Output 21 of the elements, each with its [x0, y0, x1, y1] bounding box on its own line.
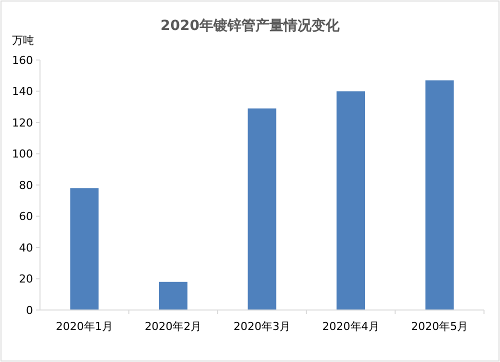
y-tick-label: 120 [12, 116, 33, 130]
bar [70, 188, 99, 310]
bar [248, 108, 276, 310]
x-tick-label: 2020年1月 [56, 320, 113, 333]
x-tick-label: 2020年4月 [322, 320, 380, 333]
y-tick-label: 60 [19, 210, 33, 224]
y-tick-label: 0 [26, 304, 33, 317]
y-tick-label: 80 [19, 178, 33, 192]
y-tick-label: 160 [12, 54, 33, 67]
y-tick-label: 20 [19, 272, 33, 286]
x-tick-label: 2020年2月 [144, 320, 202, 333]
bar [336, 91, 366, 310]
x-tick-label: 2020年3月 [234, 320, 290, 333]
y-tick-label: 40 [19, 241, 33, 254]
y-tick-label: 100 [12, 148, 33, 161]
x-tick-label: 2020年5月 [411, 320, 468, 333]
bar [158, 282, 188, 310]
y-tick-label: 140 [12, 85, 33, 98]
chart-title: 2020年镀锌管产量情况变化 [160, 17, 340, 34]
bar [425, 80, 454, 310]
y-axis-title: 万吨 [12, 34, 34, 47]
